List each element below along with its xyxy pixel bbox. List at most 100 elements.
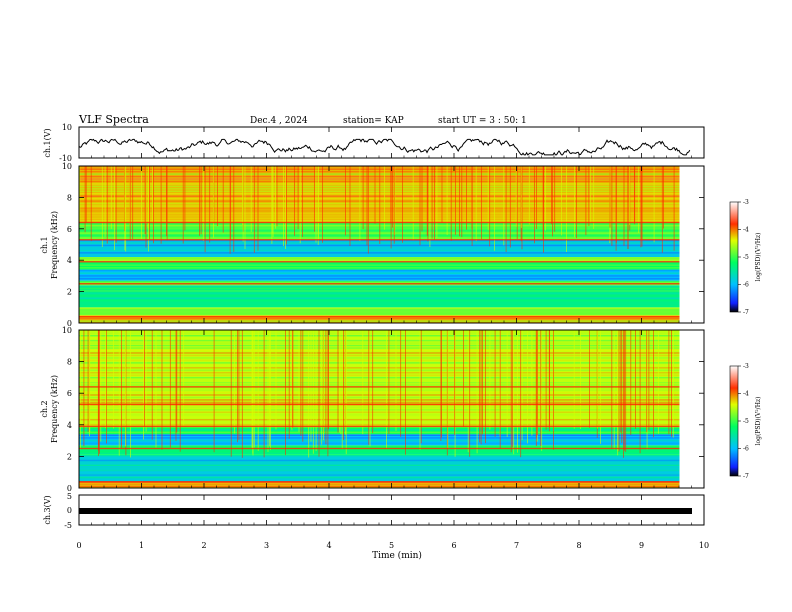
spectrogram-streak — [395, 330, 397, 431]
spectrogram-streak — [540, 330, 542, 447]
spectrogram-streak — [299, 166, 301, 244]
spectrogram-texture — [79, 197, 680, 200]
spectrogram-texture — [79, 349, 680, 352]
spectrogram-streak — [505, 166, 507, 252]
spectrogram-texture — [79, 254, 680, 257]
spectrogram-streak — [513, 330, 515, 455]
spectrogram-texture — [79, 423, 680, 426]
spectrogram-texture — [79, 215, 680, 217]
spectrogram-streak — [541, 330, 543, 451]
spectrogram-texture — [79, 411, 680, 414]
spectrogram-texture — [79, 429, 680, 431]
ch3-ytick-top: 5 — [67, 492, 72, 501]
spectrogram-streak — [499, 330, 501, 449]
colorbar-tick-label: -6 — [743, 446, 749, 453]
spectrogram-streak — [297, 166, 299, 230]
header-start-time: start UT = 3 : 50: 1 — [438, 116, 527, 126]
spectrogram-texture — [79, 437, 680, 439]
spectrogram-streak — [310, 330, 312, 442]
spectrogram-texture — [79, 259, 680, 261]
spectrogram-texture — [79, 418, 680, 421]
spectrogram-streak — [516, 166, 518, 240]
spectrogram-streak — [308, 330, 310, 458]
spectrogram-streak — [276, 166, 278, 227]
spectrogram-streak — [585, 166, 587, 236]
spectrogram-texture — [79, 334, 680, 337]
spectrogram-streak — [476, 330, 478, 454]
spectrogram-texture — [79, 416, 680, 418]
spectrogram-line — [79, 480, 680, 483]
ch1-colorbar-gradient — [729, 201, 739, 313]
spectrogram-streak — [551, 166, 552, 225]
spectrogram-texture — [79, 312, 680, 315]
spectrogram-streak — [166, 166, 167, 237]
spectrogram-streak — [646, 330, 648, 450]
spectrogram-streak — [611, 330, 613, 449]
spectrogram-streak — [489, 330, 491, 430]
spectrogram-streak — [237, 330, 238, 443]
spectrogram-streak — [482, 330, 483, 435]
spectrogram-streak — [222, 166, 224, 233]
spectrogram-streak — [275, 330, 277, 430]
ytick-label: 2 — [67, 288, 72, 297]
spectrogram-streak — [390, 166, 392, 249]
ch1-ytick-top: 10 — [62, 123, 72, 132]
spectrogram-streak — [213, 166, 214, 238]
spectrogram-streak — [323, 330, 324, 441]
spectrogram-streak — [593, 166, 595, 229]
spectrogram-streak — [84, 166, 86, 233]
spectrogram-streak — [285, 166, 286, 249]
spectrogram-streak — [623, 166, 625, 246]
spectrogram-streak — [141, 166, 142, 239]
spectrogram-streak — [510, 330, 512, 453]
spectrogram-streak — [589, 330, 590, 428]
spectrogram-streak — [345, 166, 346, 236]
spectrogram-streak — [145, 330, 147, 432]
spectrogram-texture — [79, 357, 680, 359]
spectrogram-streak — [552, 166, 553, 237]
spectrogram-streak — [183, 330, 185, 428]
spectrogram-streak — [545, 166, 546, 231]
spectrogram-texture — [79, 275, 680, 277]
spectrogram-texture — [79, 290, 680, 292]
spectrogram-texture — [79, 307, 680, 309]
spectrogram-streak — [270, 330, 271, 451]
spectrogram-streak — [625, 330, 627, 452]
spectrogram-streak — [640, 166, 642, 248]
spectrogram-streak — [213, 330, 215, 453]
spectrogram-texture — [79, 379, 680, 381]
spectrogram-streak — [427, 166, 429, 242]
spectrogram-streak — [520, 330, 522, 458]
spectrogram-texture — [79, 347, 680, 349]
spectrogram-streak — [250, 166, 252, 232]
spectrogram-texture — [79, 178, 680, 180]
spectrogram-streak — [257, 166, 259, 251]
spectrogram-texture — [79, 173, 680, 175]
spectrogram-texture — [79, 237, 680, 239]
spectrogram-streak — [166, 166, 168, 241]
spectrogram-streak — [199, 166, 200, 236]
spectrogram-line — [79, 261, 680, 263]
spectrogram-streak — [615, 166, 617, 243]
spectrogram-texture — [79, 457, 680, 459]
spectrogram-streak — [317, 166, 319, 240]
spectrogram-streak — [160, 166, 162, 244]
ch3-ytick-bottom: -5 — [64, 521, 72, 530]
spectrogram-streak — [661, 166, 663, 253]
spectrogram-texture — [79, 354, 680, 357]
ytick-label: 4 — [67, 421, 72, 430]
spectrogram-streak — [79, 166, 81, 223]
spectrogram-streak — [623, 330, 624, 458]
spectrogram-streak — [447, 330, 449, 449]
spectrogram-streak — [576, 166, 577, 239]
xtick-label: 2 — [201, 541, 206, 550]
spectrogram-texture — [79, 264, 680, 266]
spectrogram-streak — [673, 166, 675, 251]
spectrogram-streak — [315, 166, 317, 243]
spectrogram-streak — [105, 330, 107, 429]
spectrogram-streak — [132, 166, 134, 240]
spectrogram-texture — [79, 364, 680, 367]
spectrogram-texture — [79, 369, 680, 372]
colorbar-tick-label: -5 — [743, 254, 749, 261]
spectrogram-streak — [672, 330, 674, 438]
